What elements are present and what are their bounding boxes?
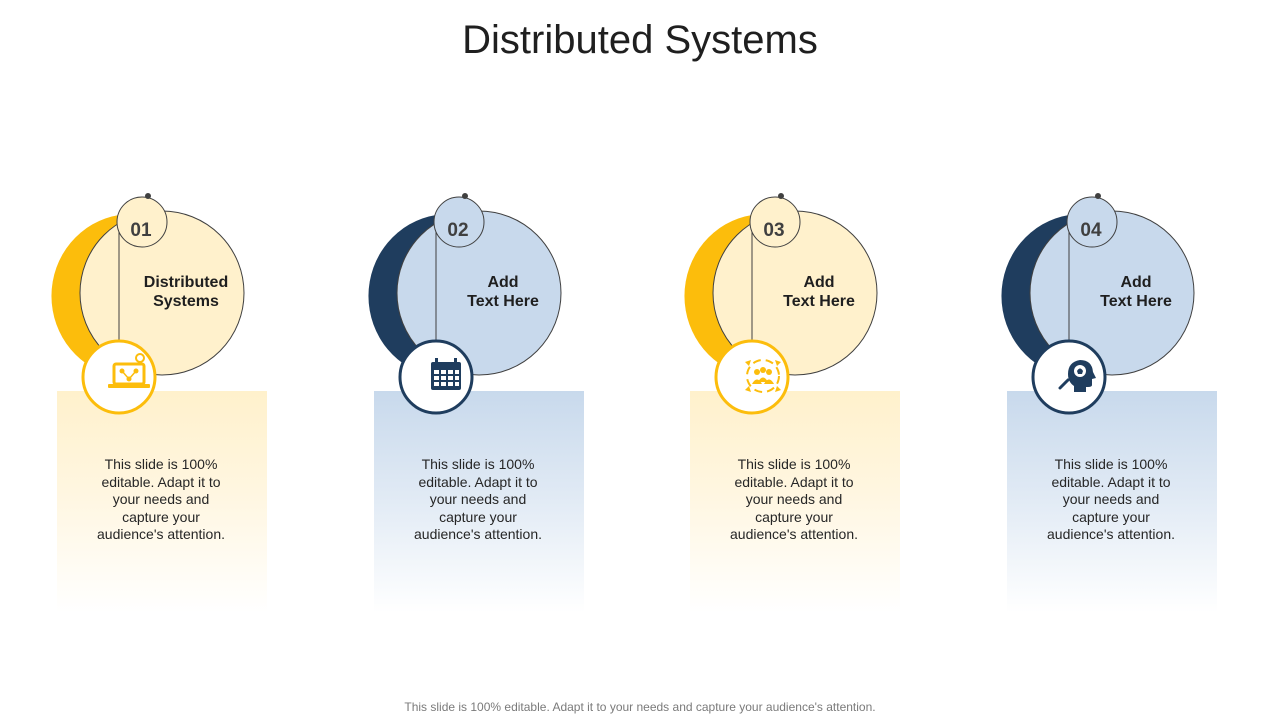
body-line: capture your	[1072, 508, 1150, 525]
heading-line-2: Systems	[153, 293, 219, 310]
card-panel	[57, 391, 267, 613]
heading-line-2: Text Here	[467, 293, 539, 310]
body-line: editable. Adapt it to	[1051, 473, 1171, 490]
body-line: This slide is 100%	[421, 456, 535, 472]
body-line: audience's attention.	[730, 526, 858, 542]
heading-line-1: Add	[803, 274, 835, 291]
step-description: This slide is 100% editable. Adapt it to…	[1011, 456, 1211, 544]
head-idea-search-icon	[1044, 340, 1116, 412]
card-circle-graphic	[368, 193, 562, 415]
heading-line-2: Text Here	[783, 293, 855, 310]
card-circle-graphic	[1001, 193, 1195, 415]
step-card-2: 02 Add Text Here This slide is 100% edit…	[368, 190, 616, 620]
heading-line-2: Text Here	[1100, 293, 1172, 310]
step-description: This slide is 100% editable. Adapt it to…	[61, 456, 261, 544]
body-line: This slide is 100%	[1054, 456, 1168, 472]
body-line: your needs and	[429, 491, 527, 507]
step-heading: Add Text Here	[1081, 273, 1191, 311]
body-line: capture your	[755, 508, 833, 525]
footer-note: This slide is 100% editable. Adapt it to…	[404, 700, 876, 714]
card-circle-graphic	[684, 193, 878, 415]
card-panel	[1007, 391, 1217, 613]
body-line: your needs and	[745, 491, 843, 507]
body-line: audience's attention.	[414, 526, 542, 542]
step-card-1: 01 Distributed Systems This slide is 100…	[51, 190, 299, 620]
step-card-4: 04 Add Text Here This slide is 100% edit…	[1001, 190, 1249, 620]
heading-line-1: Distributed	[143, 274, 229, 291]
body-line: capture your	[122, 508, 200, 525]
step-number: 04	[1080, 220, 1102, 241]
step-number: 02	[447, 220, 469, 241]
body-line: your needs and	[112, 491, 210, 507]
body-line: editable. Adapt it to	[418, 473, 538, 490]
calendar-icon	[411, 340, 483, 412]
step-description: This slide is 100% editable. Adapt it to…	[378, 456, 578, 544]
card-panel	[690, 391, 900, 613]
page-title: Distributed Systems	[462, 18, 818, 62]
card-circle-graphic	[51, 193, 245, 415]
body-line: audience's attention.	[97, 526, 225, 542]
body-line: editable. Adapt it to	[734, 473, 854, 490]
heading-line-1: Add	[487, 274, 519, 291]
step-heading: Add Text Here	[764, 273, 874, 311]
step-number: 03	[763, 220, 785, 241]
body-line: This slide is 100%	[737, 456, 851, 472]
body-line: audience's attention.	[1047, 526, 1175, 542]
step-card-3: 03 Add Text Here This slide is 100% ed	[684, 190, 932, 620]
team-cycle-icon	[727, 340, 799, 412]
heading-line-1: Add	[1120, 274, 1152, 291]
step-heading: Add Text Here	[448, 273, 558, 311]
body-line: your needs and	[1062, 491, 1160, 507]
step-number: 01	[130, 220, 152, 241]
step-heading: Distributed Systems	[131, 273, 241, 311]
body-line: This slide is 100%	[104, 456, 218, 472]
card-panel	[374, 391, 584, 613]
step-description: This slide is 100% editable. Adapt it to…	[694, 456, 894, 544]
laptop-network-icon	[94, 340, 166, 412]
body-line: editable. Adapt it to	[101, 473, 221, 490]
body-line: capture your	[439, 508, 517, 525]
